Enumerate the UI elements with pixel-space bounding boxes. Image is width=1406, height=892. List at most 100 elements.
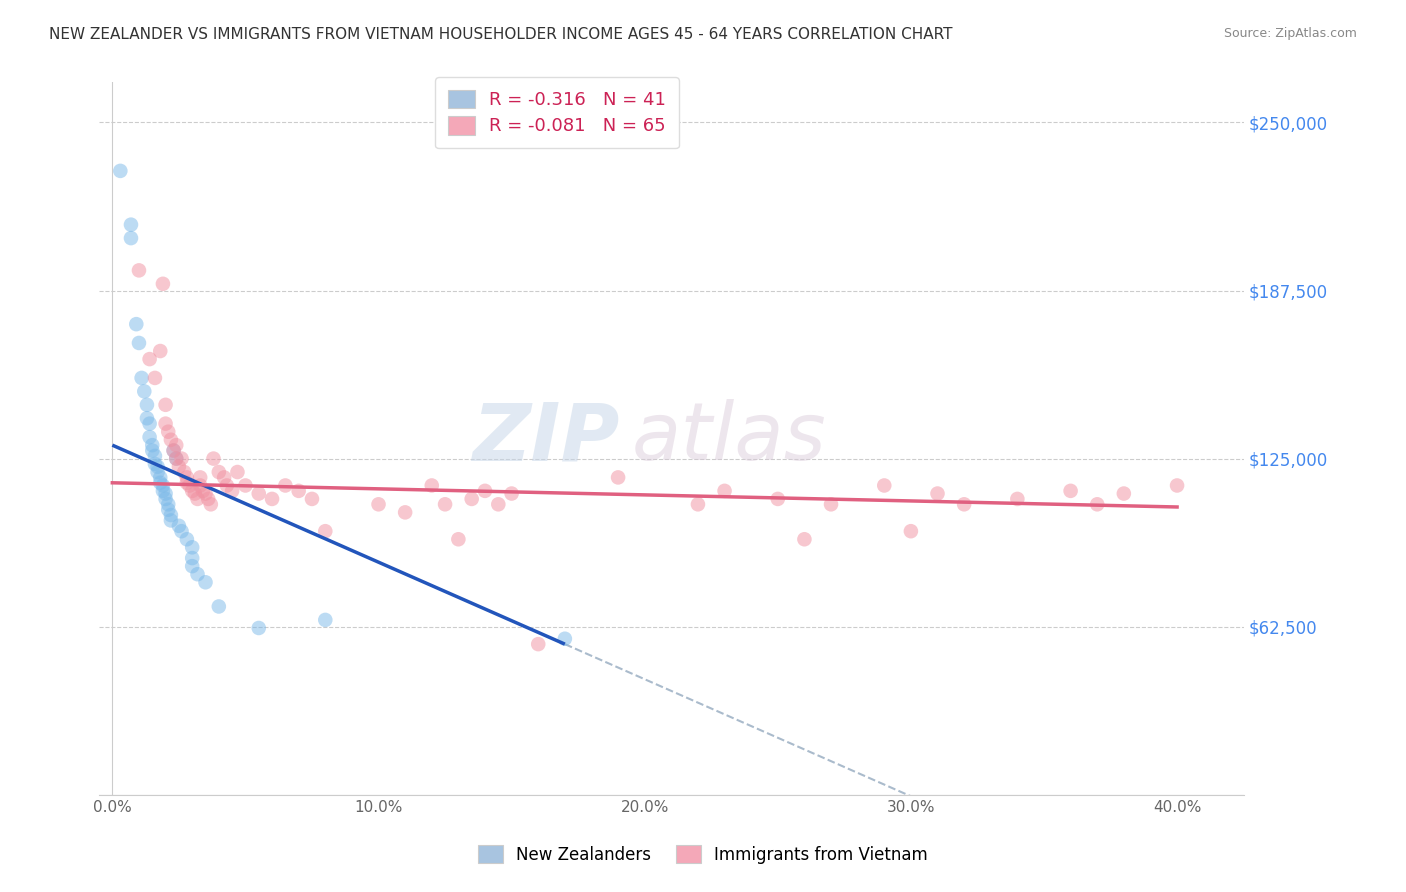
- Point: [202, 451, 225, 466]
- Point: [474, 483, 496, 498]
- Point: [953, 497, 976, 511]
- Point: [120, 231, 142, 245]
- Point: [165, 451, 187, 466]
- Point: [212, 470, 235, 484]
- Point: [188, 470, 211, 484]
- Point: [157, 502, 180, 516]
- Point: [221, 483, 243, 498]
- Point: [820, 497, 842, 511]
- Point: [170, 451, 193, 466]
- Point: [162, 443, 184, 458]
- Point: [110, 164, 132, 178]
- Point: [181, 559, 204, 574]
- Point: [486, 497, 509, 511]
- Point: [128, 335, 150, 350]
- Point: [607, 470, 630, 484]
- Point: [160, 433, 183, 447]
- Point: [167, 518, 190, 533]
- Point: [226, 465, 249, 479]
- Point: [420, 478, 443, 492]
- Point: [170, 524, 193, 539]
- Point: [766, 491, 789, 506]
- Point: [176, 470, 198, 484]
- Point: [900, 524, 922, 539]
- Point: [197, 491, 219, 506]
- Point: [208, 465, 231, 479]
- Point: [160, 508, 183, 522]
- Point: [157, 497, 180, 511]
- Point: [460, 491, 482, 506]
- Point: [157, 425, 180, 439]
- Point: [128, 263, 150, 277]
- Point: [155, 417, 177, 431]
- Point: [447, 533, 470, 547]
- Text: ZIP: ZIP: [472, 400, 620, 477]
- Point: [152, 483, 174, 498]
- Point: [146, 459, 169, 474]
- Point: [200, 497, 222, 511]
- Point: [188, 478, 211, 492]
- Point: [141, 438, 163, 452]
- Point: [367, 497, 389, 511]
- Point: [260, 491, 283, 506]
- Point: [152, 277, 174, 291]
- Point: [134, 384, 156, 399]
- Point: [194, 575, 217, 590]
- Point: [793, 533, 815, 547]
- Point: [713, 483, 735, 498]
- Point: [143, 457, 166, 471]
- Point: [138, 417, 160, 431]
- Point: [186, 567, 208, 582]
- Point: [136, 411, 159, 425]
- Point: [181, 551, 204, 566]
- Point: [215, 478, 238, 492]
- Point: [527, 637, 550, 651]
- Point: [235, 478, 257, 492]
- Point: [131, 371, 153, 385]
- Point: [191, 483, 214, 498]
- Point: [1007, 491, 1029, 506]
- Point: [274, 478, 297, 492]
- Point: [501, 486, 523, 500]
- Point: [554, 632, 576, 646]
- Point: [149, 344, 172, 359]
- Point: [181, 541, 204, 555]
- Point: [287, 483, 309, 498]
- Point: [208, 599, 231, 614]
- Point: [247, 486, 270, 500]
- Point: [1085, 497, 1108, 511]
- Point: [1112, 486, 1135, 500]
- Point: [120, 218, 142, 232]
- Point: [160, 513, 183, 527]
- Point: [138, 430, 160, 444]
- Point: [1059, 483, 1081, 498]
- Point: [181, 483, 204, 498]
- Point: [301, 491, 323, 506]
- Point: [927, 486, 949, 500]
- Legend: New Zealanders, Immigrants from Vietnam: New Zealanders, Immigrants from Vietnam: [471, 838, 935, 871]
- Point: [143, 371, 166, 385]
- Point: [173, 465, 195, 479]
- Point: [165, 451, 187, 466]
- Point: [394, 505, 416, 519]
- Point: [1166, 478, 1188, 492]
- Point: [155, 491, 177, 506]
- Point: [155, 486, 177, 500]
- Point: [247, 621, 270, 635]
- Point: [194, 486, 217, 500]
- Point: [314, 524, 336, 539]
- Point: [167, 459, 190, 474]
- Point: [186, 491, 208, 506]
- Point: [434, 497, 457, 511]
- Point: [125, 317, 148, 331]
- Legend: R = -0.316   N = 41, R = -0.081   N = 65: R = -0.316 N = 41, R = -0.081 N = 65: [434, 77, 679, 148]
- Point: [138, 352, 160, 367]
- Text: Source: ZipAtlas.com: Source: ZipAtlas.com: [1223, 27, 1357, 40]
- Point: [152, 478, 174, 492]
- Point: [162, 443, 184, 458]
- Point: [686, 497, 709, 511]
- Point: [314, 613, 336, 627]
- Point: [165, 438, 187, 452]
- Point: [184, 486, 207, 500]
- Point: [136, 398, 159, 412]
